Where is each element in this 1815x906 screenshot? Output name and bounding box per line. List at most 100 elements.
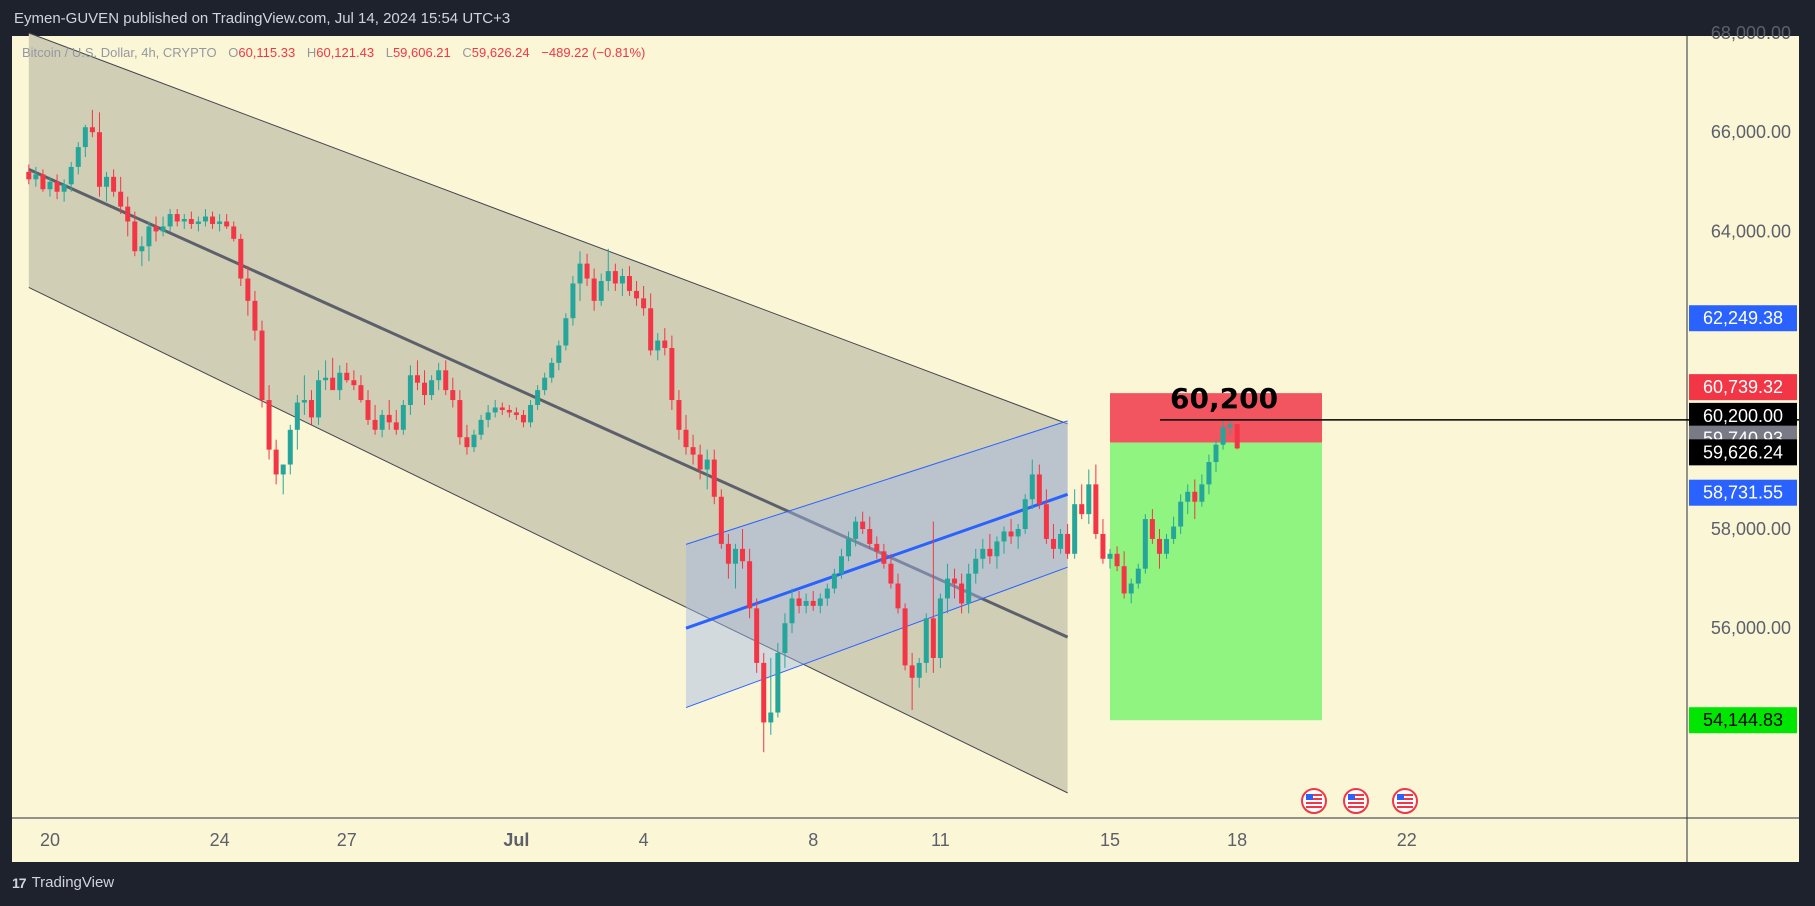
price-tag-bg [1689, 402, 1797, 429]
candle-body [167, 214, 173, 227]
low-label: L [385, 45, 393, 60]
price-tag-bg [1689, 707, 1797, 734]
candle-body [188, 219, 194, 224]
candle-body [252, 300, 258, 331]
candle-body [577, 263, 583, 284]
candle-body [1086, 484, 1092, 515]
candle-body [626, 276, 632, 291]
y-tick-label: 66,000.00 [1711, 122, 1791, 142]
candle-body [174, 214, 180, 222]
candle-body [506, 409, 512, 413]
price-tag-bg [1689, 305, 1797, 332]
candle-body [598, 281, 604, 301]
price-tag-label: 60,200.00 [1703, 406, 1783, 426]
time-axis[interactable] [12, 818, 1687, 862]
candle-body [648, 308, 654, 351]
candle-body [549, 362, 555, 378]
candle-body [89, 127, 95, 133]
x-tick-label: 11 [931, 830, 950, 850]
candle-body [725, 543, 731, 564]
candle-body [379, 414, 385, 430]
flag-stripe [1306, 802, 1322, 804]
candle-body [1213, 444, 1219, 463]
candle-body [761, 662, 767, 723]
candle-body [803, 600, 809, 606]
ascending-channel-fill [686, 420, 1068, 708]
candle-body [740, 548, 746, 562]
candle-body [111, 176, 117, 192]
candle-body [287, 429, 293, 465]
candle-body [217, 221, 223, 224]
candle-body [499, 407, 505, 410]
candle-body [1185, 491, 1191, 502]
candle-body [513, 412, 519, 415]
tradingview-logo[interactable]: 17 TradingView [12, 874, 114, 891]
short-position-tool[interactable] [1110, 393, 1322, 721]
candle-body [1135, 568, 1141, 584]
descending-channel-upper [28, 32, 1068, 425]
high-label: H [306, 45, 317, 60]
candle-body [132, 221, 138, 252]
us-flag-icon[interactable] [1343, 788, 1369, 814]
candle-body [676, 400, 682, 430]
flag-canton [1397, 794, 1404, 800]
x-tick-label: 15 [1100, 830, 1120, 850]
open-label: O [228, 45, 239, 60]
candle-body [422, 382, 428, 396]
candle-body [563, 318, 569, 346]
candle-body [153, 226, 159, 232]
candle-body [556, 345, 562, 363]
price-tag-label: 60,739.32 [1703, 377, 1783, 397]
candle-body [358, 385, 364, 401]
candle-body [860, 521, 866, 529]
candle-body [1015, 529, 1021, 537]
candle-body [1050, 538, 1056, 549]
flag-canton [1348, 794, 1355, 800]
price-tag: 58,731.55 [1689, 479, 1797, 506]
flag-stripe [1397, 798, 1413, 800]
candle-body [1072, 504, 1078, 554]
x-tick-label: 4 [639, 830, 649, 850]
descending-channel-middle [28, 168, 1069, 639]
candle-body [40, 174, 46, 190]
candle-body [655, 340, 661, 351]
candle-body [1199, 484, 1205, 502]
x-tick-label: 18 [1227, 830, 1247, 850]
candle-body [634, 290, 640, 299]
candle-body [273, 449, 279, 475]
y-tick-label: 68,000.00 [1711, 23, 1791, 43]
candle-body [916, 662, 922, 678]
us-flag-icon[interactable] [1392, 788, 1418, 814]
candle-body [245, 278, 251, 301]
candle-body [683, 429, 689, 448]
candle-body [1065, 533, 1071, 554]
economic-events[interactable] [1301, 788, 1418, 814]
candles [26, 109, 1240, 753]
candle-body [450, 390, 456, 401]
candle-body [485, 412, 491, 420]
candle-body [711, 459, 717, 497]
candle-body [464, 437, 470, 448]
candle-body [669, 347, 675, 401]
price-tags: 62,249.3860,739.3260,200.0059,740.9359,6… [1689, 305, 1797, 734]
us-flag-icon[interactable] [1301, 788, 1327, 814]
candle-body [966, 573, 972, 604]
candle-body [817, 598, 823, 606]
price-tag-bg [1689, 439, 1797, 466]
candle-body [1043, 504, 1049, 539]
annotations: 60,200 [1170, 382, 1278, 415]
price-tag-label: 58,731.55 [1703, 483, 1783, 503]
candle-body [61, 184, 67, 192]
candle-body [1001, 531, 1007, 542]
candle-body [266, 400, 272, 450]
candle-body [82, 127, 88, 148]
flag-stripe [1397, 806, 1413, 808]
candle-body [294, 402, 300, 430]
price-tag: 62,249.38 [1689, 305, 1797, 332]
candle-body [838, 556, 844, 574]
candle-body [853, 521, 859, 539]
candle-body [118, 191, 124, 207]
candle-body [323, 377, 329, 381]
flag-stripe [1306, 794, 1322, 796]
